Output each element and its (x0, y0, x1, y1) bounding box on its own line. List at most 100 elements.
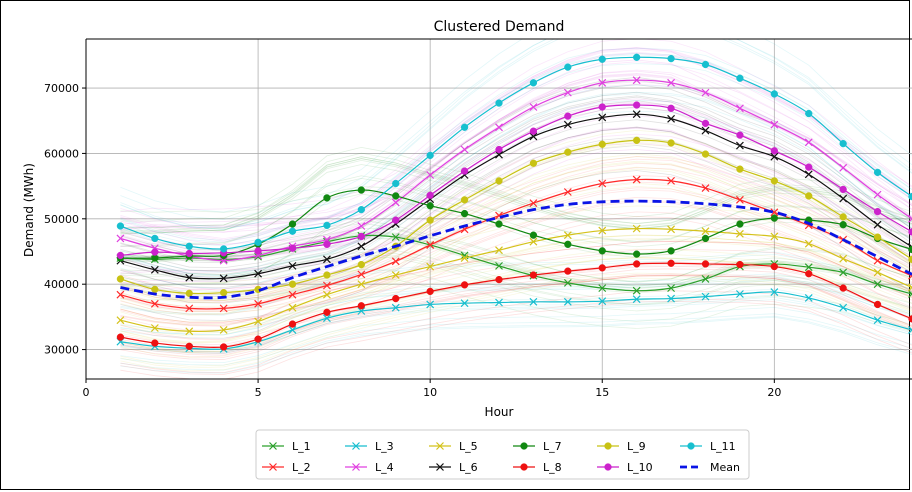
data-point (495, 220, 503, 228)
background-day-line (120, 240, 912, 327)
data-point (392, 192, 400, 200)
data-point (185, 327, 194, 336)
data-point (735, 141, 744, 150)
data-point (460, 167, 469, 175)
data-point (564, 240, 572, 248)
series-l-6 (116, 110, 912, 283)
background-day-line (120, 199, 912, 323)
background-day-line (120, 145, 912, 304)
background-day-line (120, 167, 912, 308)
data-point (598, 103, 606, 111)
background-day-line (120, 187, 912, 312)
data-point (357, 186, 365, 194)
legend-item: L_3 (345, 440, 394, 453)
series-line (120, 291, 912, 350)
background-day-line (120, 162, 912, 302)
background-day-line (120, 160, 912, 308)
background-day-line (120, 126, 912, 273)
data-point (563, 278, 572, 287)
data-point (391, 271, 400, 279)
background-day-line (120, 233, 912, 290)
data-point (151, 285, 159, 294)
data-point (667, 78, 676, 87)
data-point (701, 234, 710, 243)
data-point (495, 246, 503, 255)
background-day-line (120, 237, 912, 297)
data-point (219, 304, 228, 313)
background-day-line (120, 39, 912, 233)
background-day-line (120, 39, 912, 230)
data-point (839, 303, 848, 312)
data-point (805, 192, 813, 200)
background-day-line (120, 53, 912, 247)
data-point (288, 326, 297, 334)
data-point (116, 275, 125, 283)
background-day-line (120, 63, 912, 252)
background-day-line (120, 248, 912, 341)
data-point (701, 227, 710, 236)
series-l-9 (116, 136, 912, 297)
data-point (839, 194, 848, 203)
data-point (357, 270, 366, 279)
background-day-line (120, 290, 912, 374)
data-point (667, 104, 675, 112)
data-point (908, 290, 912, 298)
data-point (701, 292, 710, 301)
background-day-line (120, 253, 912, 316)
data-point (495, 99, 503, 107)
background-day-line (120, 175, 912, 247)
background-day-line (120, 110, 912, 290)
data-point (460, 145, 469, 154)
background-day-line (120, 84, 912, 264)
data-point (564, 112, 572, 120)
legend-label: L_9 (627, 440, 646, 453)
background-day-line (120, 296, 912, 354)
background-day-line (120, 127, 912, 275)
background-day-line (120, 168, 912, 315)
data-point (357, 260, 365, 269)
background-day-line (120, 39, 912, 220)
data-point (770, 147, 778, 155)
data-point (391, 257, 400, 266)
data-point (701, 260, 710, 268)
data-point (873, 233, 882, 241)
data-point (563, 120, 572, 129)
background-day-line (120, 101, 912, 260)
data-point (563, 297, 572, 306)
background-day-line (120, 177, 912, 246)
data-point (219, 326, 228, 334)
background-day-line (120, 100, 912, 278)
background-day-line (120, 158, 912, 301)
series-l-5 (116, 224, 912, 336)
legend-marker (604, 463, 612, 471)
series-mean (120, 199, 912, 300)
background-day-line (120, 234, 912, 337)
data-point (908, 315, 912, 323)
data-point (736, 131, 744, 139)
background-day-line (120, 47, 912, 246)
data-point (288, 290, 297, 299)
background-day-line (120, 273, 912, 333)
data-point (529, 79, 538, 87)
legend-marker (352, 463, 360, 471)
data-point (151, 248, 159, 256)
data-point (391, 233, 400, 242)
background-day-line (120, 47, 912, 213)
data-point (529, 199, 538, 208)
x-axis-ticks: 0 5 10 15 20 (83, 379, 781, 399)
data-point (426, 171, 435, 179)
background-day-line (120, 316, 912, 374)
data-point (391, 303, 400, 312)
data-point (151, 234, 159, 243)
data-point (392, 216, 400, 224)
data-point (220, 343, 228, 351)
background-day-line (120, 106, 912, 272)
background-day-line (120, 95, 912, 269)
data-point (873, 300, 882, 309)
legend-label: L_11 (710, 440, 736, 453)
data-point (529, 127, 538, 135)
data-point (805, 270, 813, 278)
data-point (701, 60, 710, 69)
background-day-line (120, 248, 912, 344)
background-day-line (120, 277, 912, 372)
